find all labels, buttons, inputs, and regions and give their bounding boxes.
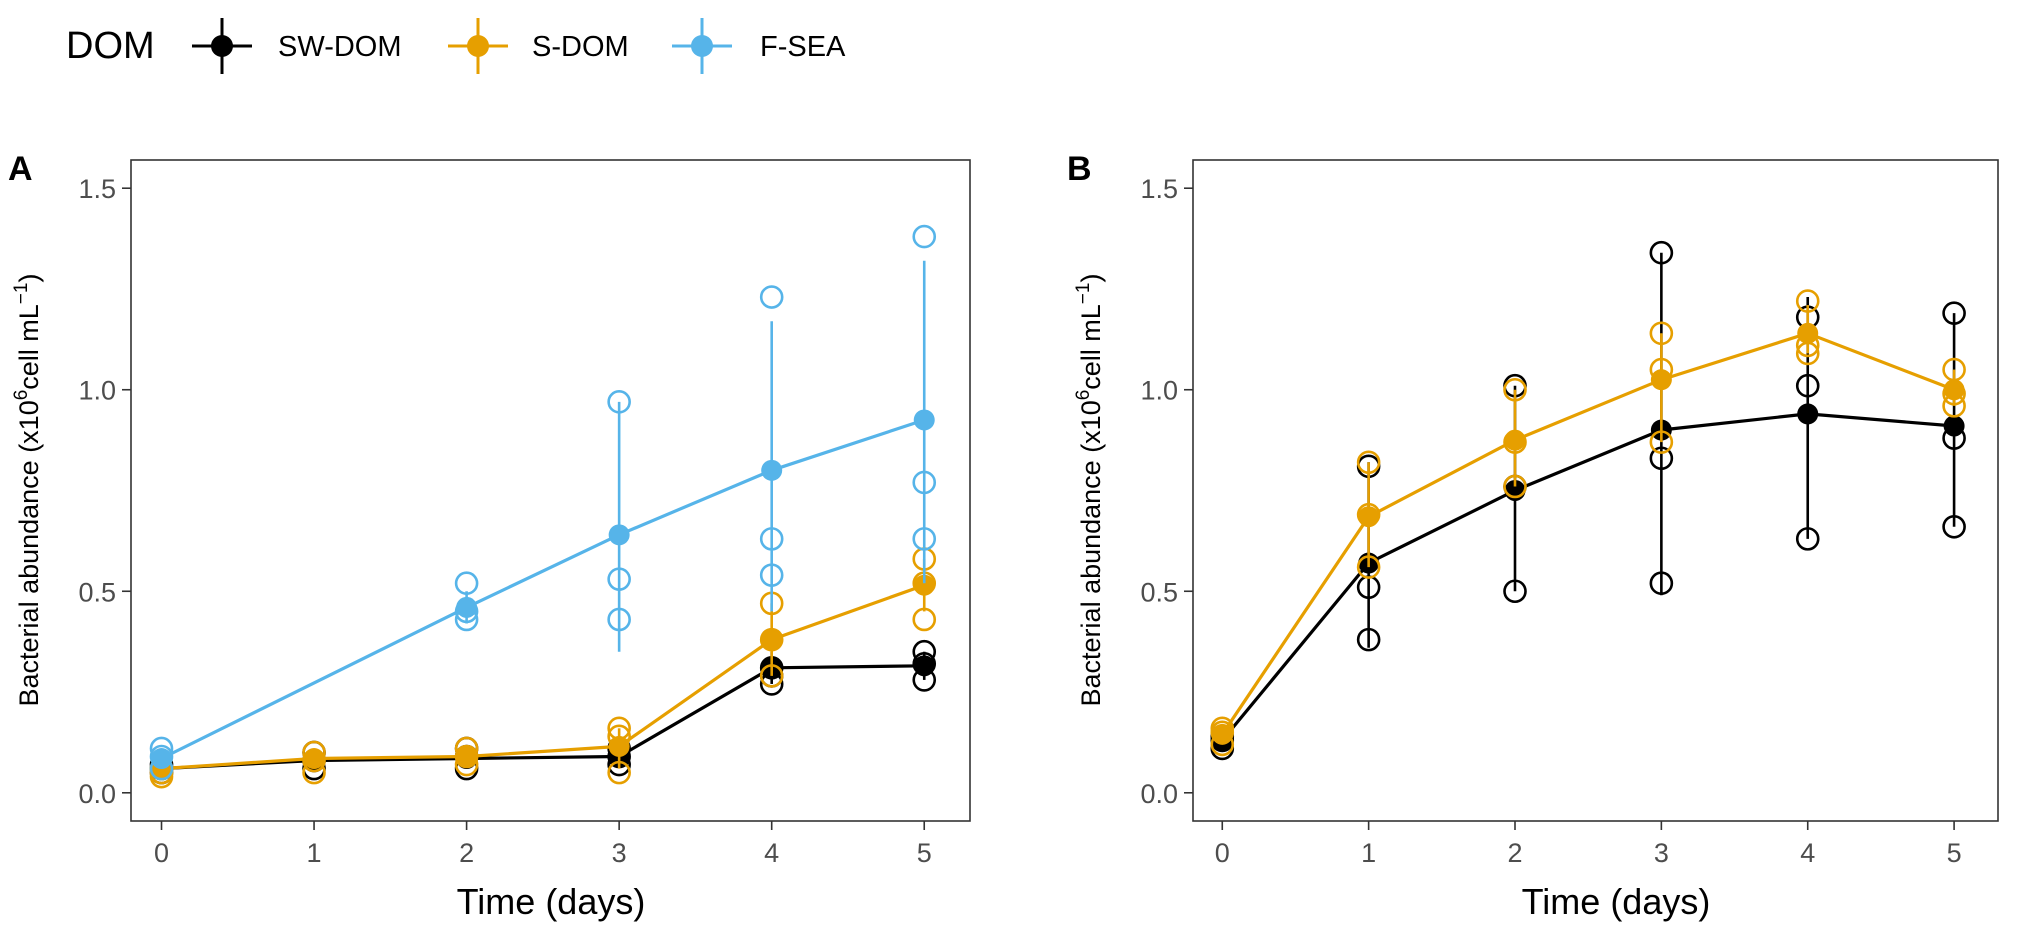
panel-b-y-tick-label: 0.0 — [1140, 779, 1178, 809]
panel-b-series-line-sw-dom — [1221, 412, 1955, 742]
panel-a-tag: A — [8, 150, 33, 188]
panel-b-x-tick-label: 5 — [1947, 838, 1962, 868]
panel-a-mean-point-s-dom — [913, 574, 935, 596]
panel-b-y-tick-label: 0.5 — [1140, 577, 1178, 607]
panel-b-mean-point-sw-dom — [1797, 403, 1819, 425]
panel-b-mean-point-sw-dom — [1943, 415, 1965, 437]
panel-b-x-tick-label: 1 — [1361, 838, 1376, 868]
panel-b-frame — [1192, 159, 1999, 822]
panel-b: B 0.0 0.5 1.0 1.5 0 1 2 3 4 5 Time (days) Bacteri… — [1067, 150, 1999, 922]
panel-a-replicate-point-f-sea — [912, 224, 937, 249]
panel-a-y-axis-title: Bacterial abundance (x106cell mL−1) — [11, 274, 44, 707]
panel-a-x-tick-label: 3 — [612, 838, 627, 868]
panel-a-mean-point-f-sea — [151, 748, 173, 770]
panel-b-y-tick-label: 1.0 — [1140, 376, 1178, 406]
panel-a: A 0.0 0.5 1.0 1.5 0 1 2 3 4 5 Time (days) Bacteri… — [8, 150, 971, 922]
panel-a-mean-point-sw-dom — [913, 655, 935, 677]
panel-a-x-tick-label: 2 — [459, 838, 474, 868]
panel-a-x-tick-label: 0 — [154, 838, 169, 868]
legend: DOM SW-DOM S-DOM F-SEA — [66, 18, 846, 74]
legend-key-point-f-sea — [691, 35, 713, 57]
panel-a-replicate-point-f-sea — [454, 571, 479, 596]
panel-b-mean-point-s-dom — [1211, 723, 1233, 745]
panel-a-mean-point-s-dom — [303, 748, 325, 770]
panel-b-x-tick-label: 4 — [1800, 838, 1815, 868]
legend-title: DOM — [66, 25, 155, 67]
panel-b-x-tick-label: 3 — [1654, 838, 1669, 868]
legend-key-point-sw-dom — [211, 35, 233, 57]
panel-a-mean-point-s-dom — [761, 629, 783, 651]
panel-a-mean-point-s-dom — [608, 735, 630, 757]
panel-a-x-axis-title: Time (days) — [457, 881, 646, 922]
panel-a-series-line-s-dom — [161, 583, 925, 771]
panel-b-tag: B — [1067, 150, 1092, 188]
panel-a-x-tick-label: 1 — [307, 838, 322, 868]
panel-a-y-tick-label: 1.5 — [78, 174, 116, 204]
panel-b-y-axis-title: Bacterial abundance (x106cell mL−1) — [1073, 274, 1106, 707]
panel-a-replicate-point-f-sea — [759, 285, 784, 309]
panel-b-mean-point-s-dom — [1797, 322, 1819, 344]
panel-a-x-tick-label: 4 — [764, 838, 779, 868]
panel-a-replicate-point-s-dom — [912, 607, 937, 632]
panel-a-y-tick-label: 0.0 — [78, 779, 116, 809]
panel-a-y-tick-label: 1.0 — [78, 376, 116, 406]
legend-key-point-s-dom — [467, 35, 489, 57]
legend-label-sw-dom: SW-DOM — [278, 31, 402, 63]
panel-b-x-axis-title: Time (days) — [1522, 881, 1711, 922]
panel-a-mean-point-f-sea — [761, 459, 783, 481]
panel-a-mean-point-s-dom — [456, 746, 478, 768]
panel-a-series-line-f-sea — [160, 418, 925, 760]
panel-b-mean-point-s-dom — [1358, 506, 1380, 528]
panel-a-x-tick-label: 5 — [917, 838, 932, 868]
panel-a-mean-point-f-sea — [608, 524, 630, 546]
panel-a-mean-point-f-sea — [456, 596, 478, 618]
legend-label-f-sea: F-SEA — [760, 31, 846, 63]
panel-a-frame — [130, 159, 971, 822]
panel-b-y-tick-label: 1.5 — [1140, 174, 1178, 204]
panel-b-x-tick-label: 2 — [1507, 838, 1522, 868]
panel-a-mean-point-f-sea — [913, 409, 935, 431]
panel-b-mean-point-s-dom — [1943, 379, 1965, 401]
panel-a-y-tick-label: 0.5 — [78, 577, 116, 607]
panel-b-mean-point-s-dom — [1650, 369, 1672, 391]
panel-b-x-tick-label: 0 — [1215, 838, 1230, 868]
legend-label-s-dom: S-DOM — [532, 31, 629, 63]
panel-a-series-line-sw-dom — [161, 664, 925, 771]
panel-b-mean-point-s-dom — [1504, 429, 1526, 451]
panel-b-series-line-s-dom — [1220, 331, 1955, 736]
